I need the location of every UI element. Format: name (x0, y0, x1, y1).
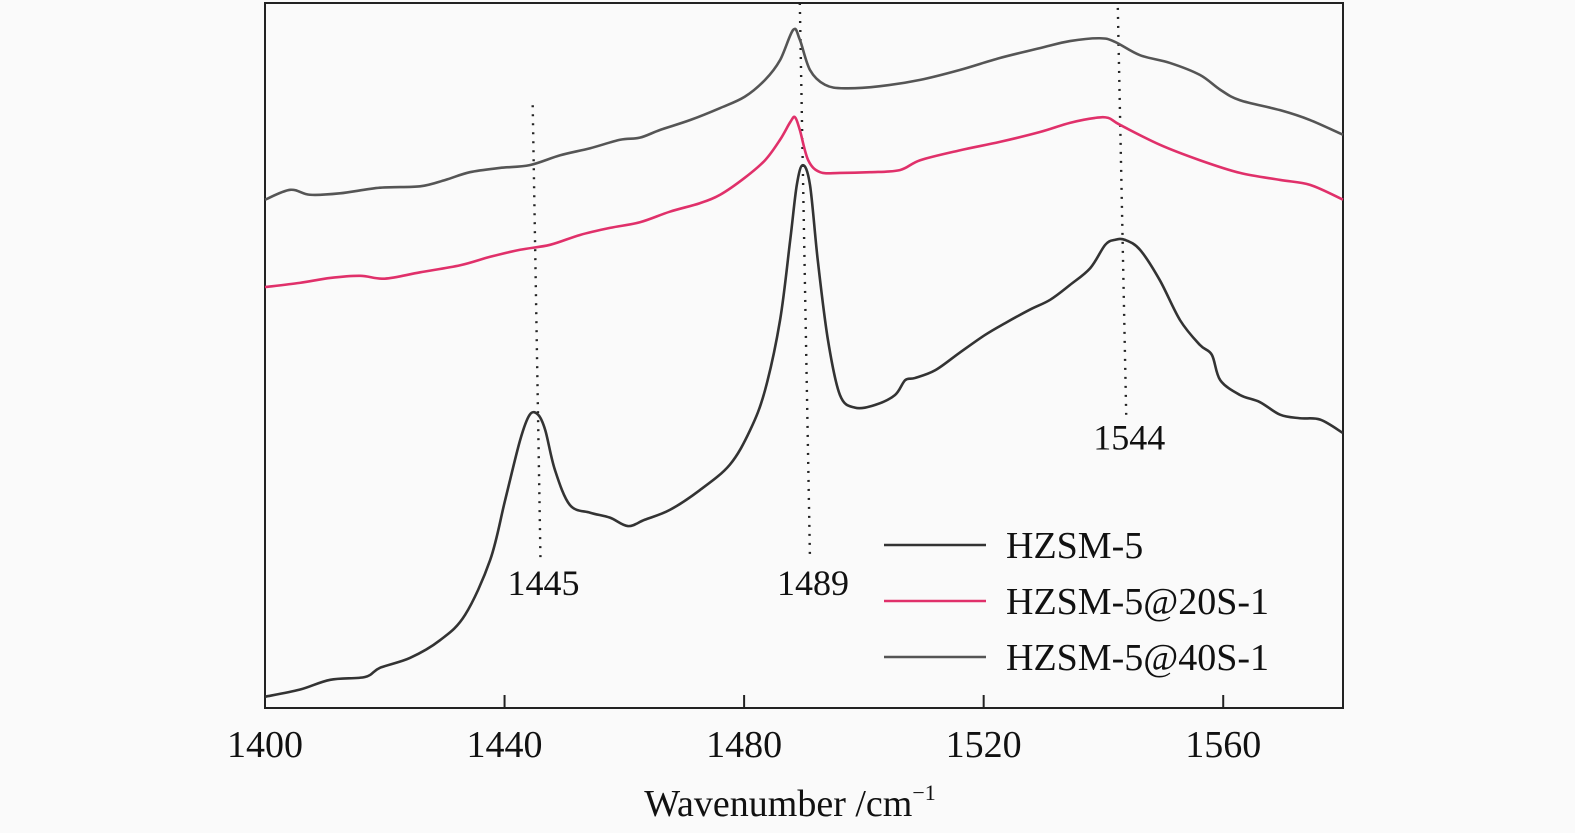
series-line-1 (264, 115, 1344, 289)
series-line-2 (264, 27, 1344, 201)
peak-label: 1489 (777, 563, 849, 603)
peak-label: 1544 (1093, 418, 1165, 458)
peak-marker-line (531, 105, 542, 560)
x-tick-label: 1560 (1185, 724, 1261, 766)
legend-label-0: HZSM-5 (1006, 525, 1143, 567)
peak-label: 1445 (507, 563, 579, 603)
x-tick-label: 1480 (706, 724, 782, 766)
x-tick-label: 1520 (946, 724, 1022, 766)
series-lines (264, 27, 1344, 698)
legend-label-1: HZSM-5@20S-1 (1006, 581, 1269, 623)
x-axis-title: Wavenumber /cm−1 (644, 780, 936, 825)
peak-annotations: 1445 1489 1544 (507, 2, 1165, 603)
legend: HZSM-5 HZSM-5@20S-1 HZSM-5@40S-1 (884, 525, 1269, 679)
legend-label-2: HZSM-5@40S-1 (1006, 637, 1269, 679)
peak-marker-line (1116, 7, 1128, 415)
x-tick-label: 1400 (227, 724, 303, 766)
series-line-0 (264, 163, 1344, 698)
plot-frame (264, 2, 1344, 709)
x-tick-label: 1440 (467, 724, 543, 766)
x-axis-ticks: 1400 1440 1480 1520 1560 (227, 695, 1261, 766)
peak-marker-line (798, 2, 812, 560)
